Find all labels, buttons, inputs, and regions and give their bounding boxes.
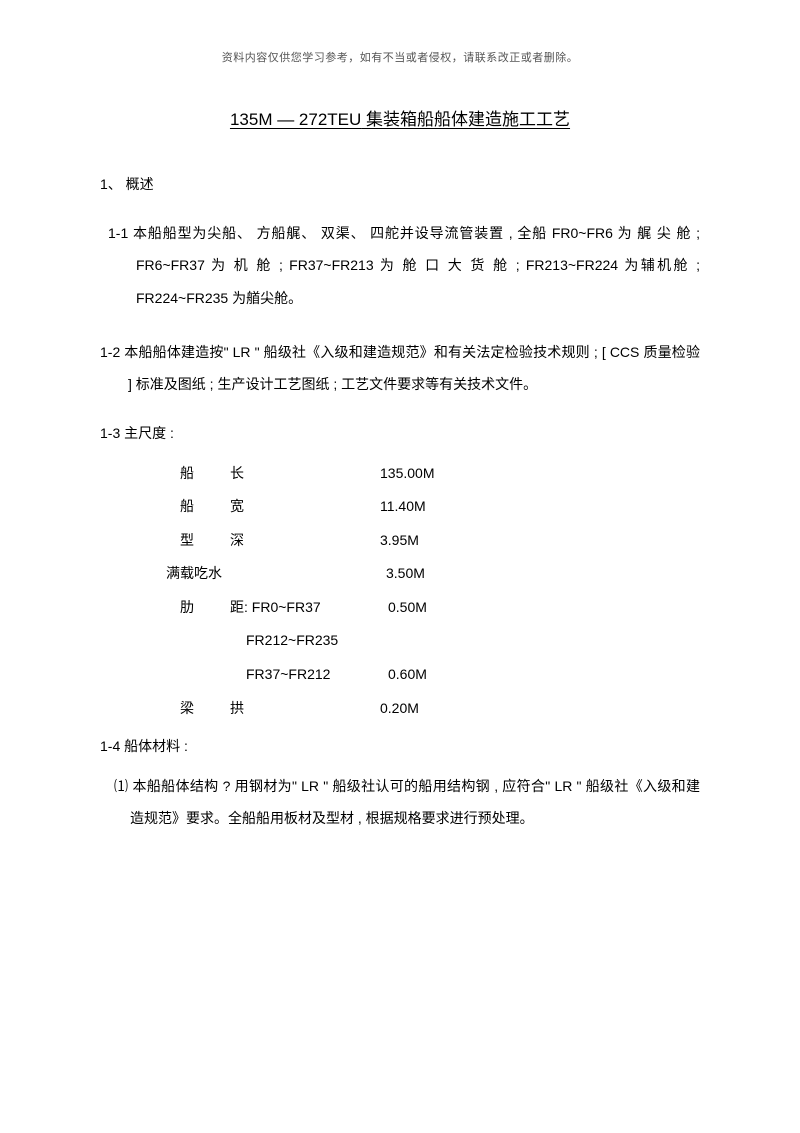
spec-label: 距: FR0~FR37 xyxy=(230,599,321,615)
spec-value: 11.40M xyxy=(380,490,426,524)
subsection-1-4: 1-4 船体材料 : xyxy=(100,735,700,757)
spec-label: 满载吃水 xyxy=(166,565,222,581)
document-title: 135M — 272TEU 集装箱船船体建造施工工艺 xyxy=(100,106,700,133)
subsection-1-3: 1-3 主尺度 : xyxy=(100,422,700,444)
spec-value: 3.95M xyxy=(380,524,419,558)
spec-row-draft: 满载吃水 3.50M xyxy=(180,557,700,591)
specifications-table: 船长 135.00M 船宽 11.40M 型深 3.95M 满载吃水 3.50M… xyxy=(100,457,700,726)
spec-label: 船 xyxy=(180,457,210,491)
spec-label: FR37~FR212 xyxy=(180,658,380,692)
spec-value: 3.50M xyxy=(386,557,425,591)
spec-row-frame-2: FR212~FR235 xyxy=(180,624,700,658)
spec-row-frame-3: FR37~FR212 0.60M xyxy=(180,658,700,692)
title-text-1: 135M — 272TEU xyxy=(230,110,361,129)
spec-value: 0.50M xyxy=(388,591,427,625)
paragraph-1-2: 1-2 本船船体建造按" LR " 船级社《入级和建造规范》和有关法定检验技术规… xyxy=(100,336,700,400)
spec-row-frame-1: 肋 距: FR0~FR37 0.50M xyxy=(180,591,700,625)
spec-value: 0.20M xyxy=(380,692,419,726)
spec-label: 宽 xyxy=(230,490,260,524)
spec-value: 135.00M xyxy=(380,457,434,491)
spec-label: 深 xyxy=(230,524,260,558)
spec-label: 肋 xyxy=(180,591,210,625)
spec-label: 型 xyxy=(180,524,210,558)
spec-row-width: 船宽 11.40M xyxy=(180,490,700,524)
spec-label: 船 xyxy=(180,490,210,524)
spec-label: FR212~FR235 xyxy=(180,624,338,658)
spec-label: 拱 xyxy=(230,692,260,726)
spec-value: 0.60M xyxy=(388,658,427,692)
title-text-2: 集装箱船船体建造施工工艺 xyxy=(361,110,570,129)
spec-row-length: 船长 135.00M xyxy=(180,457,700,491)
spec-label: 梁 xyxy=(180,692,210,726)
spec-row-depth: 型深 3.95M xyxy=(180,524,700,558)
spec-label: 长 xyxy=(230,457,260,491)
paragraph-1-1: 1-1 本船船型为尖船、 方船艉、 双渠、 四舵并设导流管装置 , 全船 FR0… xyxy=(100,217,700,314)
disclaimer-note: 资料内容仅供您学习参考，如有不当或者侵权，请联系改正或者删除。 xyxy=(100,50,700,68)
spec-row-camber: 梁拱 0.20M xyxy=(180,692,700,726)
paragraph-1-4-1: ⑴ 本船船体结构 ? 用钢材为" LR " 船级社认可的船用结构钢 , 应符合"… xyxy=(100,770,700,834)
title-underline: 135M — 272TEU 集装箱船船体建造施工工艺 xyxy=(230,110,570,129)
section-1-heading: 1、 概述 xyxy=(100,173,700,195)
